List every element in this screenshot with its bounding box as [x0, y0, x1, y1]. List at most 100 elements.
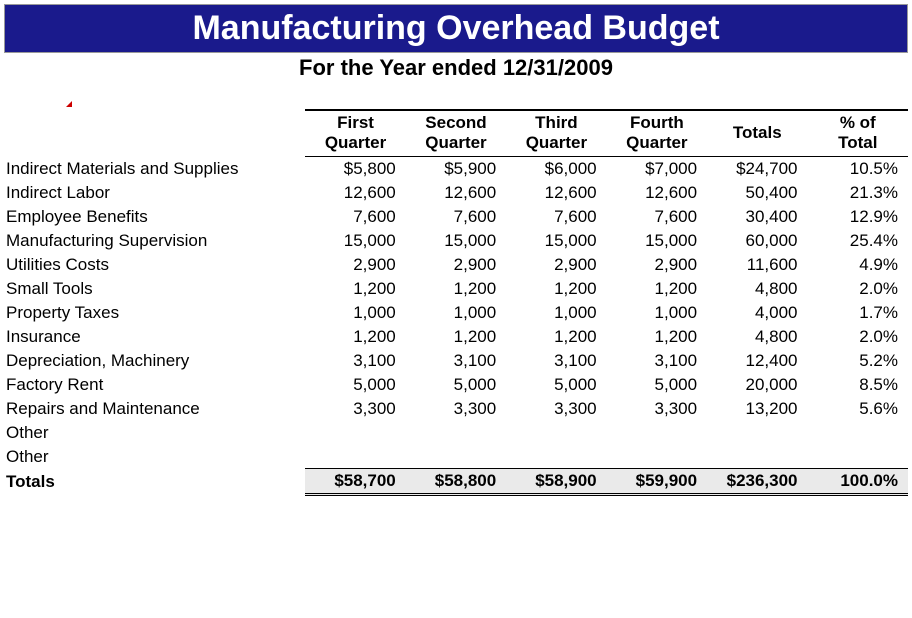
row-label: Manufacturing Supervision — [4, 229, 305, 253]
row-label: Property Taxes — [4, 301, 305, 325]
row-value: 7,600 — [305, 205, 405, 229]
row-label: Indirect Labor — [4, 181, 305, 205]
row-value — [506, 421, 606, 445]
row-value: 1,000 — [607, 301, 707, 325]
row-value: 5,000 — [406, 373, 506, 397]
row-value: $5,900 — [406, 156, 506, 181]
row-value — [305, 445, 405, 469]
row-value: 3,100 — [607, 349, 707, 373]
totals-q1: $58,700 — [305, 469, 405, 495]
col-header-q3: ThirdQuarter — [506, 110, 606, 156]
row-value: 12,600 — [506, 181, 606, 205]
row-value: 25.4% — [808, 229, 908, 253]
row-value: 1.7% — [808, 301, 908, 325]
row-value: 7,600 — [506, 205, 606, 229]
row-value: 1,200 — [305, 277, 405, 301]
row-value — [607, 445, 707, 469]
row-value: 5,000 — [506, 373, 606, 397]
row-value: 4,800 — [707, 325, 807, 349]
row-value: 1,200 — [607, 277, 707, 301]
row-value: 1,200 — [506, 277, 606, 301]
row-value: 2,900 — [506, 253, 606, 277]
row-value: 4.9% — [808, 253, 908, 277]
row-value: 1,200 — [305, 325, 405, 349]
row-value: 3,100 — [305, 349, 405, 373]
row-value: 1,200 — [506, 325, 606, 349]
page-subtitle: For the Year ended 12/31/2009 — [4, 55, 908, 81]
row-value — [506, 445, 606, 469]
col-header-q4: FourthQuarter — [607, 110, 707, 156]
row-value: 12.9% — [808, 205, 908, 229]
row-value: 12,400 — [707, 349, 807, 373]
row-value: 2.0% — [808, 277, 908, 301]
row-value: 3,100 — [506, 349, 606, 373]
table-row: Factory Rent5,0005,0005,0005,00020,0008.… — [4, 373, 908, 397]
table-row: Utilities Costs2,9002,9002,9002,90011,60… — [4, 253, 908, 277]
row-value: 15,000 — [305, 229, 405, 253]
row-value: $6,000 — [506, 156, 606, 181]
table-row: Repairs and Maintenance3,3003,3003,3003,… — [4, 397, 908, 421]
row-value: 13,200 — [707, 397, 807, 421]
row-value: 1,000 — [406, 301, 506, 325]
totals-q4: $59,900 — [607, 469, 707, 495]
totals-q3: $58,900 — [506, 469, 606, 495]
row-value: 60,000 — [707, 229, 807, 253]
table-row: Manufacturing Supervision15,00015,00015,… — [4, 229, 908, 253]
table-row: Other — [4, 445, 908, 469]
row-value: 5,000 — [607, 373, 707, 397]
table-row: Other — [4, 421, 908, 445]
row-label: Small Tools — [4, 277, 305, 301]
row-value: 2,900 — [305, 253, 405, 277]
row-value: 7,600 — [406, 205, 506, 229]
row-value: 12,600 — [406, 181, 506, 205]
row-value: 15,000 — [506, 229, 606, 253]
row-label: Utilities Costs — [4, 253, 305, 277]
row-value: 5,000 — [305, 373, 405, 397]
row-value: $7,000 — [607, 156, 707, 181]
row-value: 2.0% — [808, 325, 908, 349]
row-value — [305, 421, 405, 445]
totals-q2: $58,800 — [406, 469, 506, 495]
row-value — [808, 421, 908, 445]
row-value: 3,300 — [406, 397, 506, 421]
row-label: Employee Benefits — [4, 205, 305, 229]
row-value: 3,300 — [305, 397, 405, 421]
table-row: Indirect Materials and Supplies$5,800$5,… — [4, 156, 908, 181]
totals-pct: 100.0% — [808, 469, 908, 495]
row-value: 12,600 — [305, 181, 405, 205]
row-value: 8.5% — [808, 373, 908, 397]
row-value: 1,200 — [406, 277, 506, 301]
table-row: Indirect Labor12,60012,60012,60012,60050… — [4, 181, 908, 205]
row-value: 5.2% — [808, 349, 908, 373]
row-value: 1,000 — [305, 301, 405, 325]
row-value: 1,200 — [607, 325, 707, 349]
totals-label: Totals — [4, 469, 305, 495]
row-label: Repairs and Maintenance — [4, 397, 305, 421]
totals-tot: $236,300 — [707, 469, 807, 495]
table-header: FirstQuarter SecondQuarter ThirdQuarter … — [4, 110, 908, 156]
col-header-totals: Totals — [707, 110, 807, 156]
row-value: 30,400 — [707, 205, 807, 229]
row-value: 50,400 — [707, 181, 807, 205]
row-value: 7,600 — [607, 205, 707, 229]
row-value: 1,000 — [506, 301, 606, 325]
table-row: Small Tools1,2001,2001,2001,2004,8002.0% — [4, 277, 908, 301]
row-value: 3,300 — [506, 397, 606, 421]
row-value — [406, 445, 506, 469]
table-row: Depreciation, Machinery3,1003,1003,1003,… — [4, 349, 908, 373]
row-value: 21.3% — [808, 181, 908, 205]
row-value: 5.6% — [808, 397, 908, 421]
row-value: 4,000 — [707, 301, 807, 325]
row-label: Factory Rent — [4, 373, 305, 397]
budget-table: FirstQuarter SecondQuarter ThirdQuarter … — [4, 109, 908, 496]
row-value: $24,700 — [707, 156, 807, 181]
row-label: Other — [4, 421, 305, 445]
row-value: 12,600 — [607, 181, 707, 205]
row-value: 2,900 — [607, 253, 707, 277]
row-value: 3,300 — [607, 397, 707, 421]
row-value: 15,000 — [406, 229, 506, 253]
row-value: 3,100 — [406, 349, 506, 373]
col-header-q2: SecondQuarter — [406, 110, 506, 156]
table-row: Insurance1,2001,2001,2001,2004,8002.0% — [4, 325, 908, 349]
table-row: Property Taxes1,0001,0001,0001,0004,0001… — [4, 301, 908, 325]
